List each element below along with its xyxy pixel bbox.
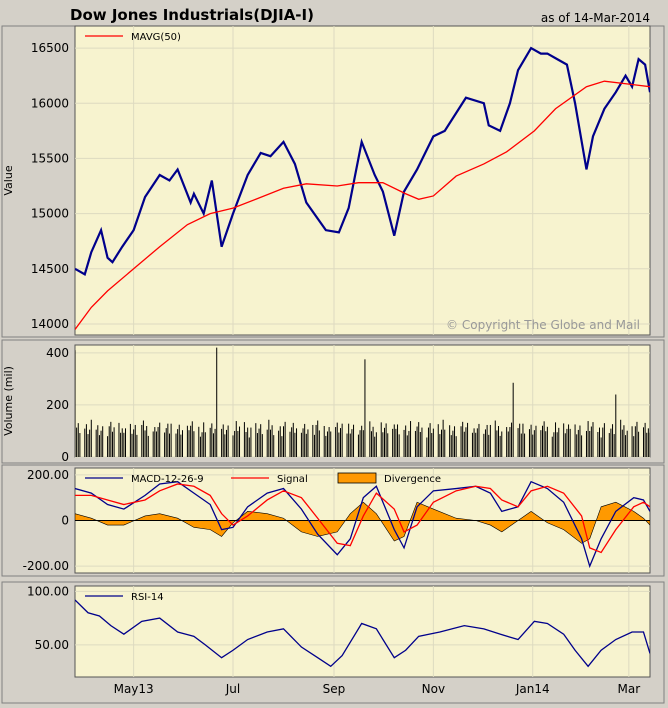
y-tick-label: 16500 (31, 41, 69, 55)
macd-data (75, 480, 650, 569)
y-tick-label: 400 (46, 346, 69, 360)
macd-panel: 200.00 0 -200.00 MACD-12-26-9 Signal Divergen… (1, 464, 665, 577)
series-line (75, 80, 650, 330)
price-data (75, 46, 650, 330)
y-tick-label: 200 (46, 398, 69, 412)
x-tick-label: Nov (422, 682, 445, 696)
price-panel: 14000 14500 15000 15500 16000 16500 Value MAVG(… (1, 25, 665, 338)
copyright-notice: © Copyright The Globe and Mail (446, 318, 640, 332)
rsi-data (75, 599, 650, 668)
legend-swatch (337, 472, 377, 484)
price-plot-area (74, 25, 651, 336)
chart-title: Dow Jones Industrials(DJIA-I) (70, 6, 314, 24)
y-tick-label: -200.00 (23, 559, 69, 573)
x-tick-label: Mar (618, 682, 641, 696)
y-axis-label: Value (2, 165, 15, 195)
y-tick-label: 16000 (31, 96, 69, 110)
series-line (75, 483, 650, 554)
y-tick-label: 15000 (31, 207, 69, 221)
series-line (75, 599, 650, 668)
x-tick-label: Jan14 (515, 682, 550, 696)
y-tick-label: 100.00 (27, 584, 69, 598)
legend-label: MACD-12-26-9 (131, 474, 204, 485)
rsi-plot-area (74, 585, 651, 678)
x-tick-label: May13 (114, 682, 154, 696)
series-line (75, 46, 650, 276)
chart-panels: 14000 14500 15000 15500 16000 16500 Value MAVG(… (1, 25, 665, 704)
y-tick-label: 14000 (31, 317, 69, 331)
volume-panel: 0 200 400 Volume (mil) (1, 339, 665, 464)
y-tick-label: 50.00 (35, 638, 69, 652)
as-of-date: as of 14-Mar-2014 (541, 11, 650, 25)
y-tick-label: 200.00 (27, 468, 69, 482)
legend-label: Divergence (384, 474, 441, 485)
divergence-area (75, 501, 650, 544)
y-axis-label: Volume (mil) (2, 366, 15, 436)
y-tick-label: 0 (61, 450, 69, 464)
y-tick-label: 0 (61, 514, 69, 528)
legend-label: MAVG(50) (131, 32, 181, 43)
legend-label: Signal (277, 474, 308, 485)
y-tick-label: 15500 (31, 151, 69, 165)
x-tick-label: Jul (225, 682, 240, 696)
volume-data (75, 347, 650, 457)
rsi-panel: 100.00 50.00 RSI-14 (1, 581, 665, 704)
x-tick-label: Sep (323, 682, 346, 696)
y-tick-label: 14500 (31, 262, 69, 276)
legend-label: RSI-14 (131, 592, 164, 603)
series-line (75, 480, 650, 569)
